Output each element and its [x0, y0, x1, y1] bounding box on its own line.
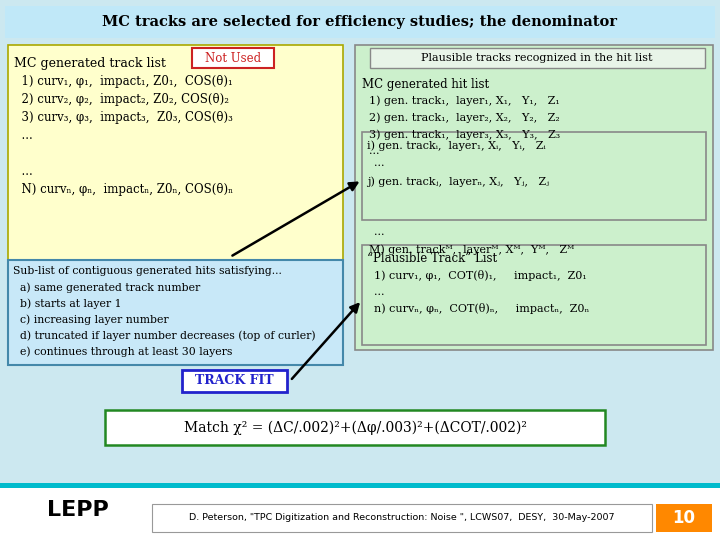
Bar	[370, 48, 705, 68]
Text: j) gen. trackⱼ,  layerₙ, Xⱼ,   Yⱼ,   Zⱼ: j) gen. trackⱼ, layerₙ, Xⱼ, Yⱼ, Zⱼ	[367, 176, 549, 186]
Text: MC tracks are selected for efficiency studies; the denominator: MC tracks are selected for efficiency st…	[102, 15, 618, 29]
Bar	[152, 504, 652, 532]
Text: Plausible tracks recognized in the hit list: Plausible tracks recognized in the hit l…	[421, 53, 653, 63]
Bar	[182, 370, 287, 392]
Text: 3) curv₃, φ₃,  impact₃,  Z0₃, COS(θ)₃: 3) curv₃, φ₃, impact₃, Z0₃, COS(θ)₃	[14, 111, 233, 124]
Text: N) curvₙ, φₙ,  impactₙ, Z0ₙ, COS(θ)ₙ: N) curvₙ, φₙ, impactₙ, Z0ₙ, COS(θ)ₙ	[14, 183, 233, 196]
Text: n) curvₙ, φₙ,  COT(θ)ₙ,     impactₙ,  Z0ₙ: n) curvₙ, φₙ, COT(θ)ₙ, impactₙ, Z0ₙ	[367, 303, 590, 314]
Bar	[362, 245, 706, 345]
Text: b) starts at layer 1: b) starts at layer 1	[13, 298, 122, 308]
Text: MC generated track list: MC generated track list	[14, 57, 166, 70]
Text: ...: ...	[14, 129, 32, 142]
Bar	[192, 48, 274, 68]
Text: d) truncated if layer number decreases (top of curler): d) truncated if layer number decreases (…	[13, 330, 315, 341]
Text: TRACK FIT: TRACK FIT	[194, 375, 274, 388]
Text: 10: 10	[672, 509, 696, 527]
Bar	[355, 45, 713, 350]
Text: 2) curv₂, φ₂,  impact₂, Z0₂, COS(θ)₂: 2) curv₂, φ₂, impact₂, Z0₂, COS(θ)₂	[14, 93, 229, 106]
Text: 3) gen. track₁,  layer₃, X₃,   Y₃,   Z₃: 3) gen. track₁, layer₃, X₃, Y₃, Z₃	[362, 129, 560, 139]
Text: Match χ² = (ΔC/.002)²+(Δφ/.003)²+(ΔCOT/.002)²: Match χ² = (ΔC/.002)²+(Δφ/.003)²+(ΔCOT/.…	[184, 421, 526, 435]
Bar	[362, 132, 706, 220]
Text: LEPP: LEPP	[47, 500, 109, 520]
Text: ...: ...	[367, 158, 384, 168]
Bar	[8, 260, 343, 365]
Text: c) increasing layer number: c) increasing layer number	[13, 314, 168, 325]
Text: 1) curv₁, φ₁,  COT(θ)₁,     impact₁,  Z0₁: 1) curv₁, φ₁, COT(θ)₁, impact₁, Z0₁	[367, 270, 587, 281]
Bar	[0, 483, 720, 488]
Text: i) gen. trackᵢ,  layer₁, Xᵢ,   Yᵢ,   Zᵢ: i) gen. trackᵢ, layer₁, Xᵢ, Yᵢ, Zᵢ	[367, 140, 546, 151]
Text: Sub-list of contiguous generated hits satisfying...: Sub-list of contiguous generated hits sa…	[13, 266, 282, 276]
Text: Not Used: Not Used	[205, 51, 261, 64]
Text: 2) gen. track₁,  layer₂, X₂,   Y₂,   Z₂: 2) gen. track₁, layer₂, X₂, Y₂, Z₂	[362, 112, 559, 123]
Text: a) same generated track number: a) same generated track number	[13, 282, 200, 293]
Bar	[656, 504, 712, 532]
Text: ...: ...	[367, 287, 384, 297]
Text: ...: ...	[14, 165, 32, 178]
Text: e) continues through at least 30 layers: e) continues through at least 30 layers	[13, 346, 233, 356]
Bar	[105, 410, 605, 445]
Text: 1) curv₁, φ₁,  impact₁, Z0₁,  COS(θ)₁: 1) curv₁, φ₁, impact₁, Z0₁, COS(θ)₁	[14, 75, 233, 88]
Bar	[0, 485, 720, 540]
Text: 1) gen. track₁,  layer₁, X₁,   Y₁,   Z₁: 1) gen. track₁, layer₁, X₁, Y₁, Z₁	[362, 95, 559, 105]
Bar	[8, 45, 343, 265]
Text: “Plausible Track” List: “Plausible Track” List	[367, 252, 497, 265]
Bar	[5, 6, 715, 38]
Text: D. Peterson, "TPC Digitization and Reconstruction: Noise ", LCWS07,  DESY,  30-M: D. Peterson, "TPC Digitization and Recon…	[189, 514, 615, 523]
Text: M) gen. trackᴹ,  layerᴹ, Xᴹ,  Yᴹ,   Zᴹ: M) gen. trackᴹ, layerᴹ, Xᴹ, Yᴹ, Zᴹ	[362, 244, 575, 254]
Text: ...: ...	[367, 227, 384, 237]
Text: ...: ...	[362, 146, 379, 156]
Text: MC generated hit list: MC generated hit list	[362, 78, 489, 91]
